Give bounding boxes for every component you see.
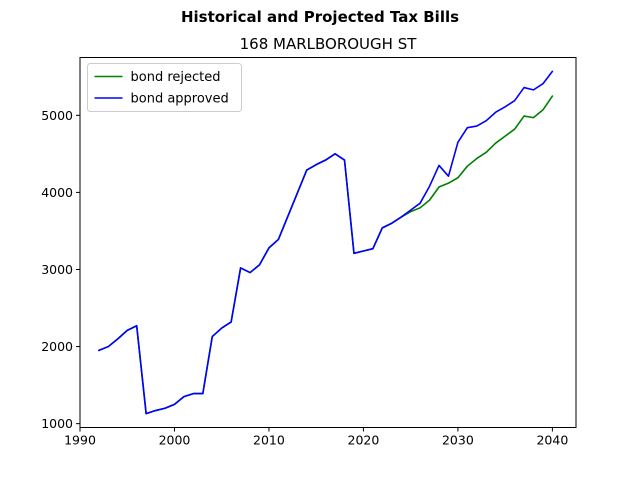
y-tick-label: 2000 [41, 339, 73, 354]
x-tick-label: 2010 [253, 433, 285, 448]
y-tick-label: 3000 [41, 262, 73, 277]
legend-label: bond approved [131, 92, 229, 107]
plot-area: 1990 2000 2010 2020 2030 2040 1000 2000 3000 4000… [41, 70, 568, 448]
series-line-bond-approved [98, 70, 554, 415]
series-line-bond-rejected [98, 95, 554, 415]
chart-suptitle: Historical and Projected Tax Bills [181, 8, 459, 26]
y-tick-label: 1000 [41, 416, 73, 431]
x-tick-label: 2020 [348, 433, 380, 448]
axes-frame [79, 57, 577, 428]
legend-label: bond rejected [131, 70, 221, 85]
legend-box [87, 63, 242, 112]
legend: bond rejected bond approved [87, 63, 242, 112]
y-tick-label: 5000 [41, 108, 73, 123]
chart-title: 168 MARLBOROUGH ST [240, 35, 418, 53]
y-tick-label: 4000 [41, 185, 73, 200]
x-tick-label: 2030 [442, 433, 474, 448]
x-tick-label: 1990 [64, 433, 96, 448]
x-tick-label: 2040 [536, 433, 568, 448]
x-tick-label: 2000 [159, 433, 191, 448]
